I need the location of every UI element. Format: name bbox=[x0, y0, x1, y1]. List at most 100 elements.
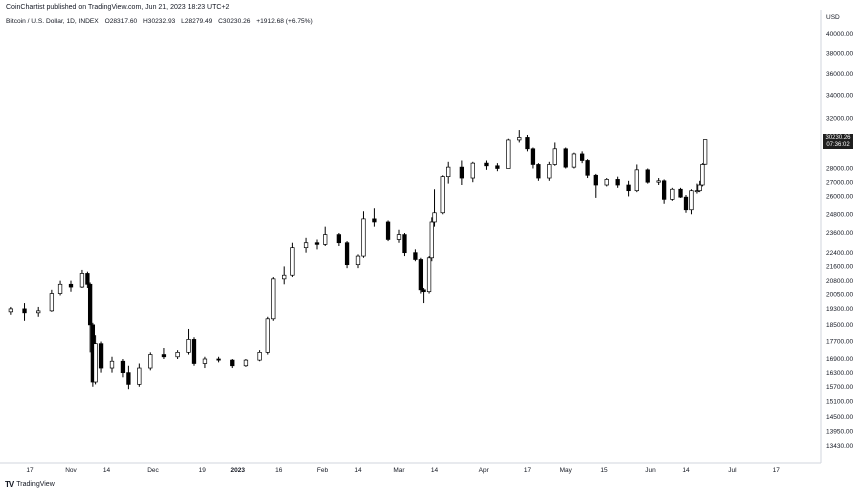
time-tick-label: May bbox=[560, 467, 573, 474]
candle-down[interactable] bbox=[495, 165, 500, 169]
candle-up[interactable] bbox=[689, 190, 694, 211]
candle-down[interactable] bbox=[87, 283, 93, 326]
candle-down[interactable] bbox=[418, 259, 424, 291]
candle-up[interactable] bbox=[517, 137, 522, 141]
time-tick-label: 17 bbox=[524, 467, 532, 474]
candle-up[interactable] bbox=[323, 234, 328, 245]
candle-up[interactable] bbox=[702, 139, 708, 165]
time-tick-label: 17 bbox=[773, 467, 781, 474]
price-axis[interactable]: 40000.00 38000.00 36000.00 34000.00 32000.00… bbox=[826, 31, 853, 450]
candle-down[interactable] bbox=[536, 164, 541, 179]
candle-down[interactable] bbox=[336, 234, 342, 244]
candle-down[interactable] bbox=[216, 358, 221, 361]
candle-down[interactable] bbox=[314, 242, 320, 245]
candle-down[interactable] bbox=[402, 234, 407, 254]
candle-up[interactable] bbox=[49, 293, 55, 312]
candle-up[interactable] bbox=[700, 164, 705, 186]
candle-up[interactable] bbox=[670, 188, 675, 200]
candle-up[interactable] bbox=[93, 343, 98, 383]
candle-down[interactable] bbox=[161, 354, 167, 358]
candle-up[interactable] bbox=[282, 274, 287, 280]
candle-up[interactable] bbox=[697, 184, 702, 192]
candle-down[interactable] bbox=[645, 169, 650, 183]
candle-up[interactable] bbox=[470, 162, 475, 179]
time-tick-label: 16 bbox=[275, 467, 283, 474]
price-tick-label: 34000.00 bbox=[826, 92, 853, 99]
candle-up[interactable] bbox=[355, 255, 361, 266]
candle-down[interactable] bbox=[413, 252, 418, 260]
candle-down[interactable] bbox=[678, 188, 683, 198]
candle-up[interactable] bbox=[446, 166, 451, 178]
candle-up[interactable] bbox=[36, 310, 41, 314]
candle-down[interactable] bbox=[120, 360, 126, 373]
candle-down[interactable] bbox=[661, 180, 667, 200]
symbol-name: Bitcoin / U.S. Dollar, 1D, INDEX bbox=[6, 18, 99, 25]
candle-up[interactable] bbox=[694, 190, 700, 193]
candle-up[interactable] bbox=[265, 318, 270, 353]
candle-down[interactable] bbox=[421, 289, 426, 293]
candle-up[interactable] bbox=[656, 180, 661, 183]
candle-up[interactable] bbox=[571, 153, 577, 168]
candle-down[interactable] bbox=[530, 148, 536, 165]
candle-down[interactable] bbox=[230, 359, 235, 367]
candle-up[interactable] bbox=[426, 257, 432, 293]
candle-up[interactable] bbox=[243, 359, 249, 367]
ohlc-change: +1912.68 (+6.75%) bbox=[256, 18, 313, 25]
candle-down[interactable] bbox=[344, 242, 350, 266]
candle-up[interactable] bbox=[506, 139, 511, 169]
candle-up[interactable] bbox=[604, 179, 609, 186]
time-axis[interactable]: 17 Nov 14 Dec 19 2023 16 Feb 14 Mar 14 Apr 17 May 15 Ju… bbox=[26, 467, 780, 474]
candle-down[interactable] bbox=[579, 153, 585, 161]
candle-up[interactable] bbox=[303, 242, 309, 249]
price-tick-label: 15700.00 bbox=[826, 384, 853, 391]
candle-down[interactable] bbox=[615, 179, 620, 186]
candle-up[interactable] bbox=[257, 352, 262, 361]
candle-up[interactable] bbox=[148, 354, 153, 369]
candle-down[interactable] bbox=[626, 184, 631, 192]
candle-up[interactable] bbox=[79, 273, 85, 288]
candle-down[interactable] bbox=[525, 137, 530, 150]
candle-up[interactable] bbox=[440, 176, 445, 214]
candle-down[interactable] bbox=[593, 174, 598, 186]
candle-up[interactable] bbox=[547, 164, 552, 179]
candle-down[interactable] bbox=[22, 308, 27, 314]
candle-down[interactable] bbox=[459, 166, 465, 179]
candle-down[interactable] bbox=[68, 283, 74, 288]
candle-up[interactable] bbox=[57, 283, 63, 294]
price-tick-label: 40000.00 bbox=[826, 31, 853, 38]
candle-up[interactable] bbox=[432, 212, 437, 223]
candle-down[interactable] bbox=[385, 221, 391, 240]
time-tick-label: Mar bbox=[393, 467, 405, 474]
time-tick-label: 17 bbox=[26, 467, 34, 474]
ohlc-close: C30230.26 bbox=[218, 18, 251, 25]
candle-down[interactable] bbox=[126, 372, 131, 385]
candle-down[interactable] bbox=[563, 148, 568, 168]
candle-down[interactable] bbox=[484, 162, 489, 167]
candle-up[interactable] bbox=[202, 358, 208, 364]
candle-up[interactable] bbox=[271, 278, 276, 320]
last-price-label: 30230.26 07:36:02 bbox=[823, 133, 853, 149]
candle-up[interactable] bbox=[552, 148, 557, 165]
candle-up[interactable] bbox=[109, 360, 115, 369]
candle-up[interactable] bbox=[429, 221, 434, 259]
candle-up[interactable] bbox=[634, 169, 639, 192]
candle-down[interactable] bbox=[585, 160, 590, 176]
time-tick-label: 14 bbox=[682, 467, 690, 474]
candle-up[interactable] bbox=[396, 234, 402, 240]
candle-up[interactable] bbox=[290, 247, 295, 276]
candle-down[interactable] bbox=[372, 218, 377, 223]
candle-up[interactable] bbox=[361, 218, 366, 257]
ohlc-low: L28279.49 bbox=[181, 18, 213, 25]
candle-down[interactable] bbox=[191, 339, 197, 364]
candle-up[interactable] bbox=[8, 308, 14, 313]
candle-down[interactable] bbox=[98, 343, 104, 369]
candle-down[interactable] bbox=[683, 196, 689, 211]
price-tick-label: 21600.00 bbox=[826, 264, 853, 271]
candle-up[interactable] bbox=[137, 367, 142, 385]
tradingview-brand[interactable]: TV TradingView bbox=[5, 480, 55, 489]
price-tick-label: 38000.00 bbox=[826, 50, 853, 57]
candle-up[interactable] bbox=[175, 352, 180, 358]
candle-up[interactable] bbox=[186, 339, 191, 353]
candle-down[interactable] bbox=[85, 273, 90, 285]
